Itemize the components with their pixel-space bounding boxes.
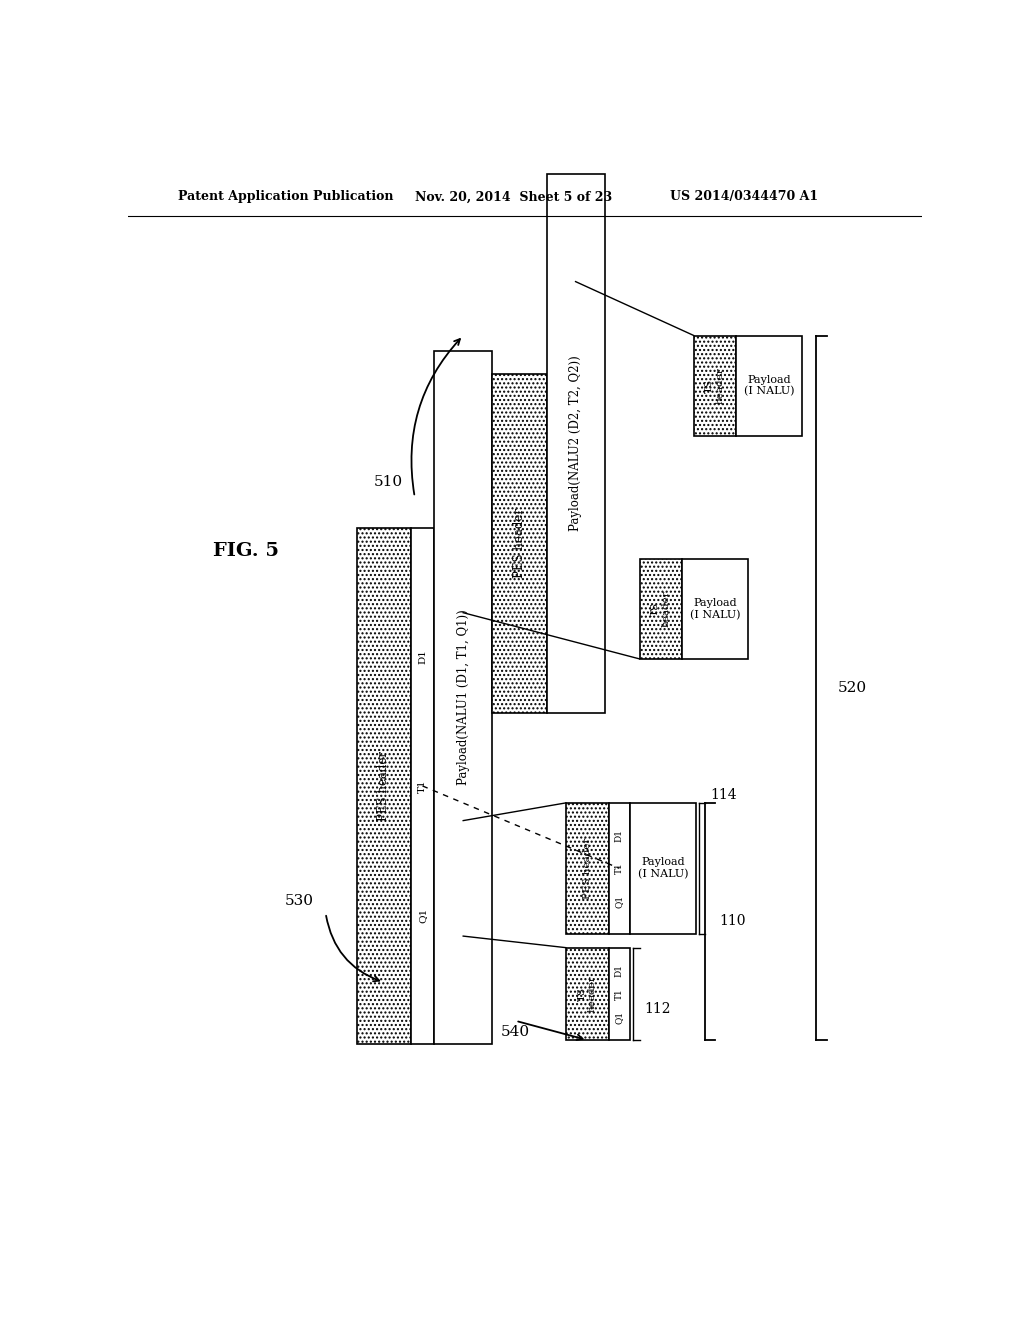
Bar: [493, 374, 547, 713]
Text: Q1: Q1: [614, 895, 624, 908]
Text: Patent Application Publication: Patent Application Publication: [178, 190, 394, 203]
Bar: [682, 558, 748, 659]
Text: T1: T1: [614, 987, 624, 999]
Text: 114: 114: [710, 788, 736, 803]
Text: Payload(NALU1 (D1, T1, Q1)): Payload(NALU1 (D1, T1, Q1)): [457, 610, 470, 785]
Text: Q1: Q1: [614, 1010, 624, 1023]
Text: D1: D1: [418, 649, 427, 664]
Text: D1: D1: [614, 829, 624, 842]
Bar: [693, 335, 736, 436]
Text: TS
header: TS header: [706, 367, 725, 404]
Bar: [566, 803, 608, 933]
Bar: [434, 351, 493, 1044]
Text: 110: 110: [719, 915, 745, 928]
Text: TS
header: TS header: [651, 590, 671, 627]
Text: PES header: PES header: [583, 838, 592, 899]
Bar: [356, 528, 411, 1044]
Text: PES header: PES header: [513, 508, 526, 578]
Bar: [608, 803, 630, 933]
Text: 530: 530: [285, 895, 314, 908]
Text: PES header: PES header: [377, 751, 390, 821]
Text: T1: T1: [418, 779, 427, 793]
Bar: [736, 335, 802, 436]
Text: 520: 520: [838, 681, 867, 694]
Text: D1: D1: [614, 964, 624, 977]
Text: Payload(NALU2 (D2, T2, Q2)): Payload(NALU2 (D2, T2, Q2)): [569, 355, 582, 531]
Text: US 2014/0344470 A1: US 2014/0344470 A1: [671, 190, 818, 203]
Text: TS
header: TS header: [578, 975, 597, 1012]
Text: T1: T1: [614, 862, 624, 874]
Text: FIG. 5: FIG. 5: [213, 543, 280, 560]
Text: Q1: Q1: [418, 907, 427, 923]
Bar: [608, 948, 630, 1040]
Bar: [411, 528, 434, 1044]
Text: Payload
(I NALU): Payload (I NALU): [690, 598, 740, 620]
Text: 112: 112: [644, 1002, 671, 1016]
Bar: [630, 803, 696, 933]
Text: 540: 540: [501, 1026, 530, 1039]
Bar: [547, 174, 604, 713]
Text: 510: 510: [374, 475, 403, 488]
Bar: [640, 558, 682, 659]
Bar: [566, 948, 608, 1040]
Text: Nov. 20, 2014  Sheet 5 of 23: Nov. 20, 2014 Sheet 5 of 23: [415, 190, 612, 203]
Text: Payload
(I NALU): Payload (I NALU): [744, 375, 795, 396]
Text: Payload
(I NALU): Payload (I NALU): [638, 858, 688, 879]
